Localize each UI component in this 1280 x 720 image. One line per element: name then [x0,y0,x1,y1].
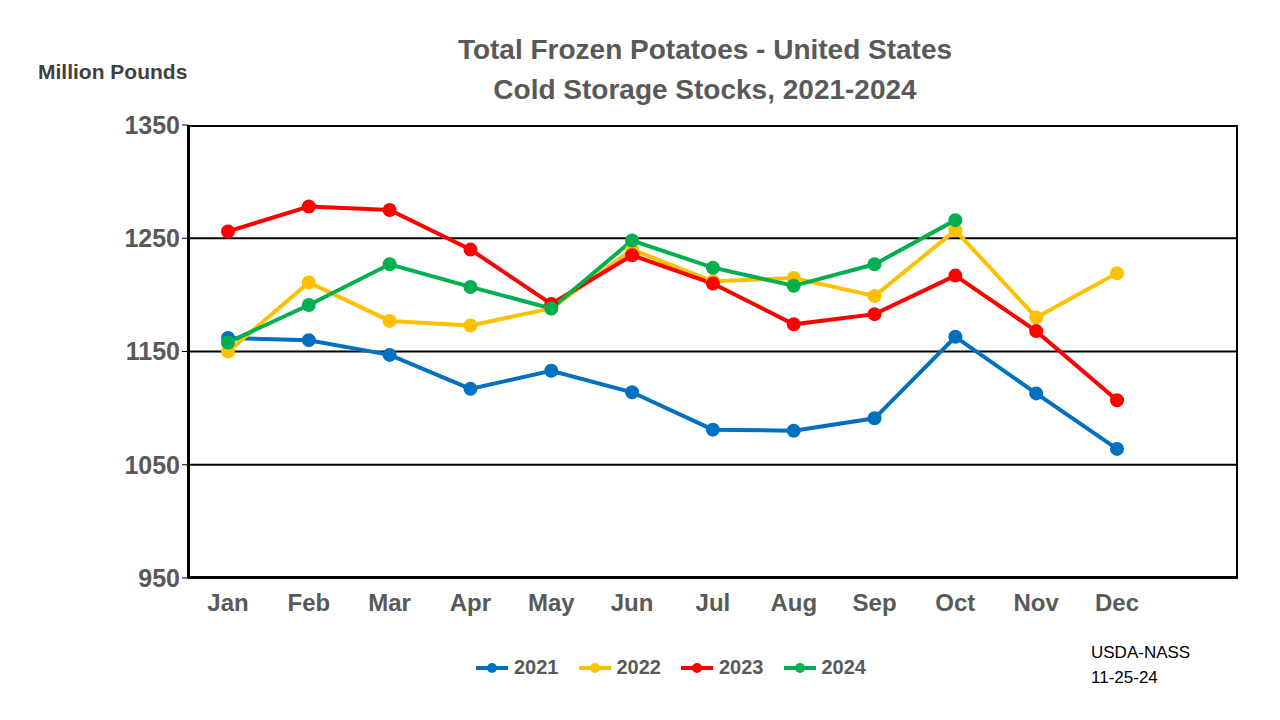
svg-text:1250: 1250 [124,224,180,252]
svg-text:Jan: Jan [207,589,248,616]
html-text:Cold Storage Stocks, 2021-2024: Cold Storage Stocks, 2021-2024 [493,74,917,105]
svg-text:Jul: Jul [696,589,731,616]
svg-text:Oct: Oct [935,589,975,616]
svg-text:1050: 1050 [124,451,180,479]
svg-text:1350: 1350 [124,111,180,139]
svg-text:Jun: Jun [611,589,654,616]
svg-text:Mar: Mar [368,589,411,616]
html-text:11-25-24: 11-25-24 [1091,668,1158,687]
svg-text:Sep: Sep [853,589,897,616]
svg-text:Aug: Aug [770,589,817,616]
svg-text:May: May [528,589,575,616]
svg-text:Feb: Feb [287,589,330,616]
svg-text:Nov: Nov [1014,589,1060,616]
svg-text:Dec: Dec [1095,589,1139,616]
html-text:2023: 2023 [719,656,764,678]
html-text:Total Frozen Potatoes - United: Total Frozen Potatoes - United States [457,34,953,65]
html-text:Million Pounds: Million Pounds [38,60,188,83]
svg-text:Apr: Apr [450,589,491,616]
svg-text:1150: 1150 [126,337,180,365]
html-text:2024: 2024 [821,656,866,678]
html-text:2022: 2022 [616,656,661,678]
html-text:2021: 2021 [514,656,559,678]
html-text:USDA-NASS: USDA-NASS [1091,643,1191,662]
svg-text:950: 950 [138,564,180,592]
